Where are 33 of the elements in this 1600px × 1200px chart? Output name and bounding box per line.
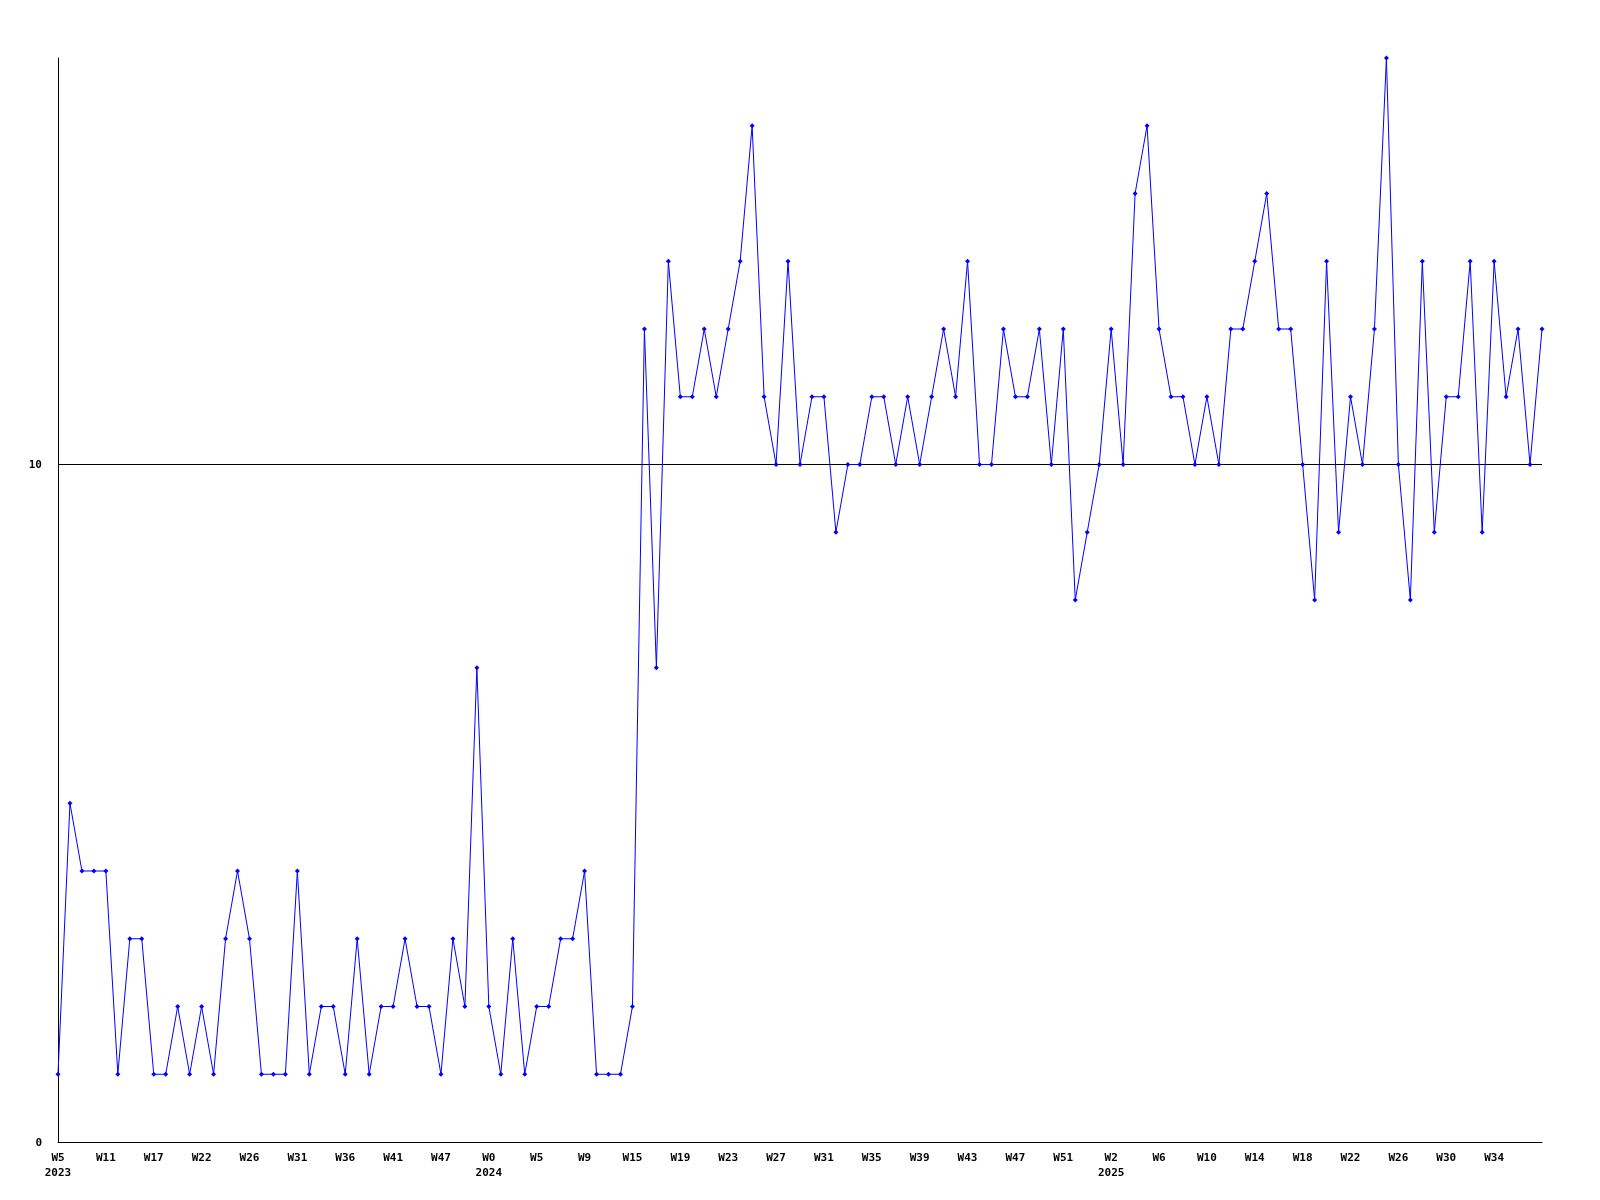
x-tick-label: W5 2023 xyxy=(44,1151,72,1179)
x-tick-label: W22 xyxy=(191,1151,212,1164)
x-tick-label: W31 xyxy=(287,1151,308,1164)
x-tick-label: W5 xyxy=(530,1151,544,1164)
x-tick-label: W36 xyxy=(335,1151,356,1164)
x-tick-label: W18 xyxy=(1292,1151,1313,1164)
x-tick-label: W19 xyxy=(670,1151,691,1164)
x-tick-label: W2 2025 xyxy=(1097,1151,1125,1179)
x-tick-label: W39 xyxy=(909,1151,930,1164)
y-tick-label: 10 xyxy=(28,458,42,471)
x-tick-label: W14 xyxy=(1244,1151,1266,1164)
x-tick-label: W6 xyxy=(1152,1151,1167,1164)
x-tick-label: W47 xyxy=(431,1151,451,1164)
x-tick-label: W10 xyxy=(1196,1151,1217,1164)
x-tick-label: W22 xyxy=(1340,1151,1361,1164)
x-tick-label: W35 xyxy=(861,1151,882,1164)
x-tick-label: W23 xyxy=(718,1151,739,1164)
x-tick-label: W30 xyxy=(1436,1151,1457,1164)
x-tick-label: W51 xyxy=(1053,1151,1074,1164)
x-tick-label: W17 xyxy=(143,1151,164,1164)
x-tick-label: W34 xyxy=(1484,1151,1505,1164)
x-tick-label: W26 xyxy=(1388,1151,1409,1164)
x-tick-label: W9 xyxy=(577,1151,592,1164)
x-tick-label: W47 xyxy=(1005,1151,1026,1164)
x-tick-label: W0 2024 xyxy=(475,1151,503,1179)
x-tick-label: W41 xyxy=(383,1151,404,1164)
x-tick-label: W27 xyxy=(766,1151,786,1164)
x-tick-label: W43 xyxy=(957,1151,978,1164)
x-tick-label: W11 xyxy=(95,1151,117,1164)
x-tick-label: W31 xyxy=(814,1151,835,1164)
x-tick-label: W26 xyxy=(239,1151,260,1164)
x-tick-label: W15 xyxy=(622,1151,643,1164)
y-tick-label: 0 xyxy=(35,1135,42,1149)
